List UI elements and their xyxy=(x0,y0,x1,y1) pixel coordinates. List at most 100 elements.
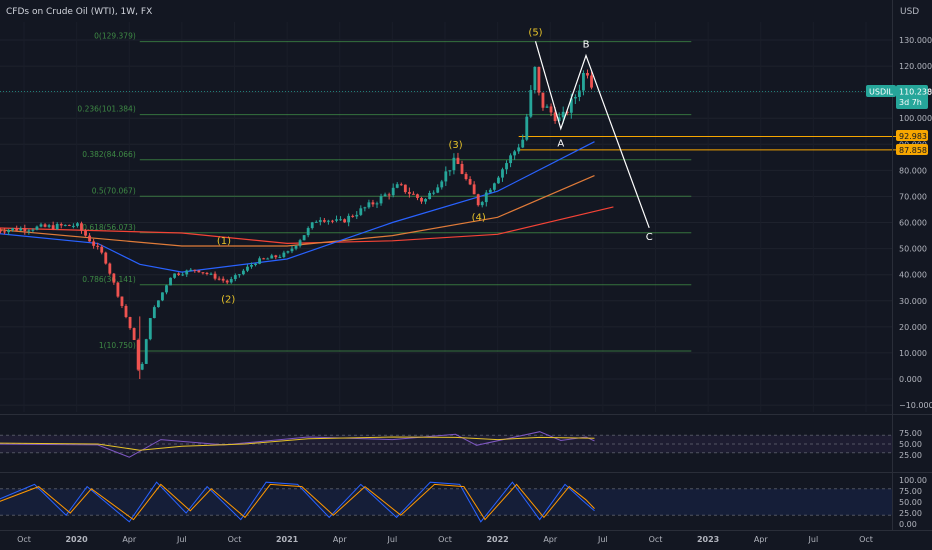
fib-level-label: 0.382(84.066) xyxy=(82,150,136,159)
rsi-pane[interactable] xyxy=(0,431,892,458)
time-tick-label: Apr xyxy=(543,535,558,544)
rsi-tick-label: 50.00 xyxy=(899,440,922,449)
candle-up xyxy=(452,157,456,171)
candle-down xyxy=(416,194,419,198)
candle-up xyxy=(335,219,338,221)
candle-up xyxy=(39,224,43,227)
price-tick-label: 60.000 xyxy=(899,219,927,228)
candle-down xyxy=(88,235,91,242)
rsi-ticks: 25.00 50.00 75.00 xyxy=(899,429,922,460)
candle-up xyxy=(233,275,237,280)
candle-up xyxy=(424,199,427,202)
candle-down xyxy=(225,280,229,283)
candle-up xyxy=(27,230,31,232)
candle-up xyxy=(181,274,185,276)
time-tick-label: 2023 xyxy=(697,535,719,544)
candle-up xyxy=(561,111,565,118)
candle-up xyxy=(246,266,249,271)
candle-up xyxy=(395,184,399,188)
candle-up xyxy=(545,106,549,108)
abc-projection-path xyxy=(534,41,650,229)
price-tick-label: 30.000 xyxy=(899,297,927,306)
candle-down xyxy=(120,296,124,306)
candle-down xyxy=(387,194,391,196)
candle-up xyxy=(258,258,262,264)
candle-down xyxy=(537,67,541,93)
candle-up xyxy=(254,263,257,265)
candle-up xyxy=(497,177,500,184)
price-tick-label: 100.000 xyxy=(899,114,932,123)
candle-down xyxy=(460,164,464,174)
price-tick-label: 20.000 xyxy=(899,323,927,332)
candle-down xyxy=(399,184,403,186)
main-price-pane[interactable]: 0(129.379) 0.236(101.384) 0.382(84.066) 0.5… xyxy=(0,7,896,412)
candle-up xyxy=(375,203,379,205)
candle-down xyxy=(112,273,116,283)
candle-up xyxy=(557,117,561,122)
rsi-tick-label: 75.00 xyxy=(899,429,922,438)
candle-up xyxy=(501,169,504,178)
candle-up xyxy=(35,226,39,230)
candle-up xyxy=(480,202,484,206)
candle-up xyxy=(436,187,440,193)
candle-up xyxy=(278,256,282,258)
candle-down xyxy=(412,193,415,195)
level-badge-2[interactable]: 87.858 xyxy=(896,144,928,155)
horizontal-levels xyxy=(0,91,896,151)
wave-projection xyxy=(534,41,650,229)
time-tick-label: 2020 xyxy=(65,535,88,544)
price-candles xyxy=(0,66,593,379)
candle-down xyxy=(128,317,132,329)
fib-level-label: 0.5(70.067) xyxy=(92,186,136,195)
time-tick-label: Oct xyxy=(438,535,452,544)
candle-up xyxy=(185,270,189,275)
wave-label: (3) xyxy=(448,140,462,151)
candle-down xyxy=(92,241,96,246)
rsi-ma-line xyxy=(0,436,595,451)
fib-level-label: 0.786(36.141) xyxy=(82,275,136,284)
candle-down xyxy=(205,272,209,275)
candle-up xyxy=(306,228,310,236)
candle-down xyxy=(553,112,557,122)
candle-up xyxy=(391,187,395,196)
candle-down xyxy=(201,272,205,274)
candle-up xyxy=(432,192,436,194)
price-tick-label: 0.000 xyxy=(899,375,922,384)
candle-down xyxy=(565,111,569,113)
stochastic-pane[interactable] xyxy=(0,481,892,523)
candle-down xyxy=(104,252,108,264)
candle-down xyxy=(124,305,128,318)
stoch-tick-label: 75.00 xyxy=(899,487,922,496)
candle-down xyxy=(407,192,411,194)
candle-down xyxy=(464,173,468,180)
candle-down xyxy=(456,157,460,165)
time-tick-label: Apr xyxy=(122,535,137,544)
candle-up xyxy=(169,277,172,286)
candle-down xyxy=(468,179,472,185)
candle-up xyxy=(31,229,35,231)
candle-up xyxy=(290,248,294,252)
candle-down xyxy=(197,270,201,273)
candle-down xyxy=(108,263,112,274)
candle-up xyxy=(383,194,387,197)
candle-down xyxy=(0,230,2,232)
candle-up xyxy=(7,229,11,233)
candle-up xyxy=(318,220,322,222)
time-tick-label: Oct xyxy=(859,535,873,544)
candle-up xyxy=(529,90,533,117)
candle-up xyxy=(577,90,581,97)
candle-up xyxy=(484,192,488,203)
candle-up xyxy=(298,240,302,246)
wave-label: (5) xyxy=(528,27,542,38)
level-badge-1[interactable]: 92.983 xyxy=(896,130,928,141)
candle-down xyxy=(586,72,589,76)
price-tick-label: −10.000 xyxy=(899,401,932,410)
candle-down xyxy=(193,269,197,271)
candle-up xyxy=(294,245,298,249)
candle-down xyxy=(590,75,593,88)
candle-up xyxy=(521,139,525,148)
time-axis[interactable]: Oct 2020 Apr Jul Oct 2021 Apr Jul Oct 2022 Apr Jul O… xyxy=(0,530,932,545)
fib-level-label: 0.236(101.384) xyxy=(77,105,135,114)
symbol-price-badge[interactable]: USDIL 110.238 3d 7h xyxy=(866,85,932,109)
